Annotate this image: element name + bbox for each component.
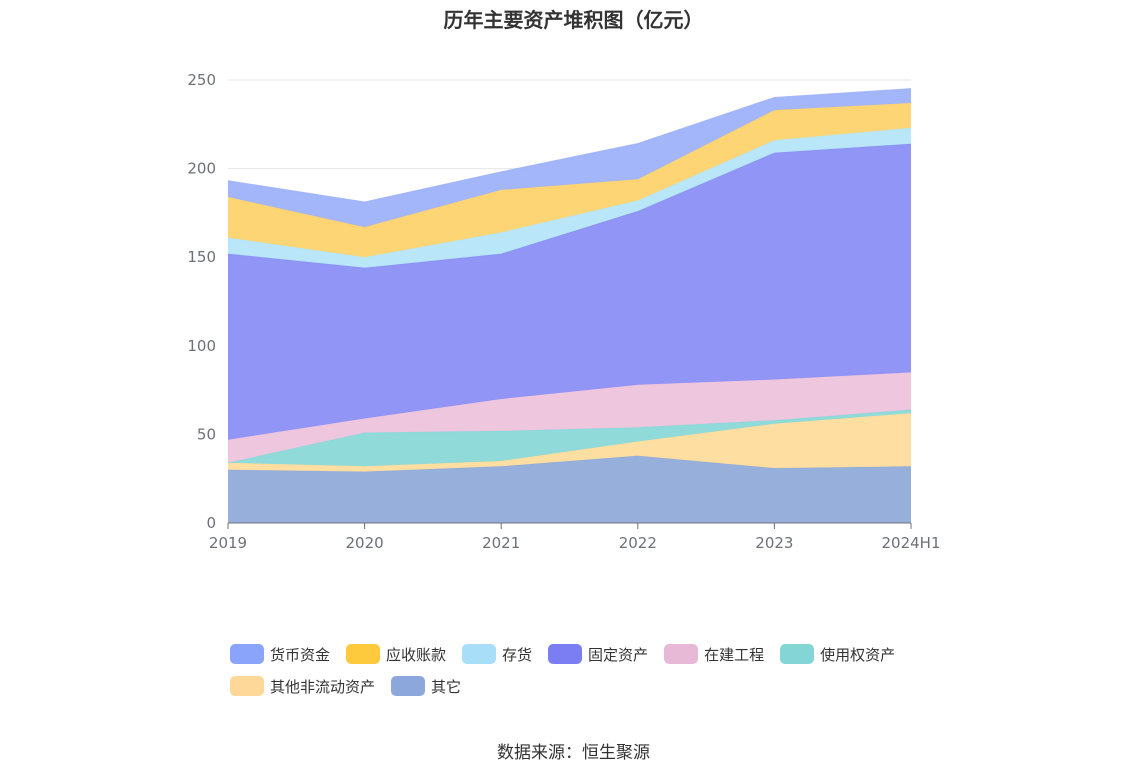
- legend-label: 其它: [431, 677, 462, 696]
- legend-item[interactable]: 应收账款: [346, 644, 446, 665]
- legend-item[interactable]: 其他非流动资产: [230, 676, 375, 697]
- area-series-其它[interactable]: [228, 455, 911, 523]
- area-series-存货[interactable]: [228, 127, 911, 268]
- y-tick-label: 50: [197, 425, 216, 443]
- area-series-应收账款[interactable]: [228, 103, 911, 258]
- legend-swatch: [230, 676, 264, 696]
- legend-item[interactable]: 存货: [462, 644, 532, 665]
- y-tick-label: 250: [187, 71, 216, 89]
- legend-swatch: [462, 644, 497, 664]
- data-source-note: 数据来源：恒生聚源: [497, 743, 650, 763]
- legend-label: 固定资产: [588, 645, 649, 664]
- legend-label: 应收账款: [386, 645, 447, 664]
- legend-swatch: [780, 644, 815, 664]
- area-series-使用权资产[interactable]: [228, 409, 911, 467]
- legend-swatch: [391, 676, 426, 696]
- y-tick-label: 200: [187, 160, 216, 178]
- legend-swatch: [664, 644, 699, 664]
- x-tick-label: 2021: [482, 534, 520, 552]
- stacked-areas: [227, 88, 912, 523]
- x-tick-label: 2022: [619, 534, 657, 552]
- legend-swatch: [346, 644, 381, 664]
- y-tick-label: 100: [187, 337, 216, 355]
- legend-label: 货币资金: [270, 645, 331, 664]
- legend-label: 存货: [502, 645, 533, 664]
- x-tick-label: 2023: [755, 534, 793, 552]
- legend-label: 在建工程: [704, 645, 765, 664]
- legend-label: 其他非流动资产: [270, 677, 376, 696]
- legend-swatch: [548, 644, 583, 664]
- legend-item[interactable]: 其它: [391, 676, 461, 697]
- legend-swatch: [230, 644, 264, 664]
- x-tick-label: 2019: [209, 534, 247, 552]
- y-tick-label: 150: [187, 248, 216, 266]
- x-tick-label: 2020: [346, 534, 384, 552]
- legend-item[interactable]: 货币资金: [230, 644, 330, 665]
- legend-label: 使用权资产: [820, 645, 896, 664]
- legend-item[interactable]: 在建工程: [664, 644, 764, 665]
- legend-row: 其他非流动资产 其它: [230, 670, 950, 702]
- area-series-固定资产[interactable]: [228, 143, 911, 440]
- axes: 0 50 100 150 200 250 2019 2020 2021 2022 2023 2024H…: [187, 71, 940, 552]
- area-series-其他非流动资产[interactable]: [228, 413, 911, 472]
- area-series-在建工程[interactable]: [228, 372, 911, 463]
- legend-item[interactable]: 固定资产: [548, 644, 648, 665]
- legend-row: 货币资金 应收账款 存货 固定资产 在建工程 使用权资产: [230, 638, 950, 670]
- y-tick-label: 0: [206, 514, 216, 532]
- area-line-货币资金: [227, 88, 912, 204]
- x-tick-label: 2024H1: [882, 534, 941, 552]
- chart-area: 0 50 100 150 200 250 2019 2020 2021 2022 2023 2024H…: [187, 71, 940, 552]
- legend-item[interactable]: 使用权资产: [780, 644, 895, 665]
- legend: 货币资金 应收账款 存货 固定资产 在建工程 使用权资产 其他非流动资产 其它: [230, 638, 950, 702]
- chart-title: 历年主要资产堆积图（亿元）: [443, 8, 704, 32]
